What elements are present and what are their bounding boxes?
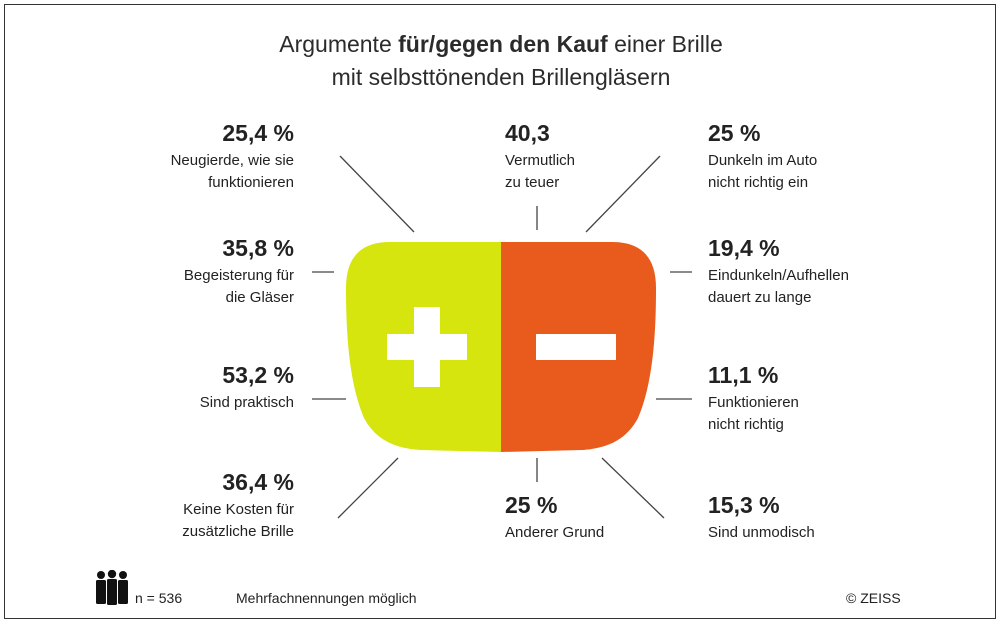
con-stat-top: 40,3 Vermutlich zu teuer: [505, 118, 575, 194]
connector-pro-1: [339, 155, 415, 233]
plus-icon-bar-v: [414, 307, 440, 387]
footnote: Mehrfachnennungen möglich: [236, 590, 417, 606]
title-line-2: mit selbsttönenden Brillengläsern: [331, 64, 671, 90]
con-3-label-line-1: Funktionieren: [708, 394, 799, 411]
connector-pro-4: [337, 457, 399, 519]
pro-3-value: 53,2 %: [222, 362, 294, 388]
pro-3-label-line-1: Sind praktisch: [199, 394, 294, 411]
pro-2-value: 35,8 %: [222, 235, 294, 261]
title-line-1: Argumente für/gegen den Kauf einer Brill…: [0, 28, 1002, 61]
con-1-value: 25 %: [708, 120, 761, 146]
pro-2-label-line-1: Begeisterung für: [183, 267, 294, 284]
con-1-label-line-1: Dunkeln im Auto: [708, 152, 818, 169]
title-part-1: Argumente: [279, 31, 399, 57]
pro-4-label-line-2: zusätzliche Brille: [182, 523, 294, 540]
con-2-label-line-1: Eindunkeln/Aufhellen: [708, 267, 849, 284]
con-stat-bottom: 25 % Anderer Grund: [505, 490, 604, 544]
con-2-value: 19,4 %: [708, 235, 780, 261]
con-4-value: 15,3 %: [708, 492, 780, 518]
con-top-value: 40,3: [505, 120, 550, 146]
pro-2-label-line-2: die Gläser: [225, 289, 294, 306]
con-stat-1: 25 % Dunkeln im Auto nicht richtig ein: [708, 118, 817, 194]
con-3-label-line-2: nicht richtig: [708, 416, 784, 433]
people-icon: [96, 570, 128, 605]
title-part-3: einer Brille: [607, 31, 723, 57]
pro-stat-1: 25,4 % Neugierde, wie sie funktionieren: [171, 118, 294, 194]
chart-title: Argumente für/gegen den Kauf einer Brill…: [0, 28, 1002, 94]
con-1-label-line-2: nicht richtig ein: [708, 174, 809, 191]
copyright: © ZEISS: [846, 590, 901, 606]
con-bottom-label-line-1: Anderer Grund: [505, 524, 605, 541]
con-top-label-line-1: Vermutlich: [505, 152, 576, 169]
minus-icon: [536, 334, 616, 360]
pro-4-label-line-1: Keine Kosten für: [183, 501, 294, 518]
con-stat-2: 19,4 % Eindunkeln/Aufhellen dauert zu la…: [708, 233, 849, 309]
title-part-2: für/gegen den Kauf: [398, 31, 608, 57]
pro-1-value: 25,4 %: [222, 120, 294, 146]
connector-con-4: [601, 457, 665, 519]
connector-con-1: [585, 155, 661, 233]
con-4-label-line-1: Sind unmodisch: [708, 524, 815, 541]
sample-size: n = 536: [135, 590, 183, 606]
pro-4-value: 36,4 %: [222, 469, 294, 495]
con-stat-3: 11,1 % Funktionieren nicht richtig: [708, 360, 799, 436]
con-3-value: 11,1 %: [708, 362, 779, 388]
pro-stat-4: 36,4 % Keine Kosten für zusätzliche Bril…: [182, 467, 294, 543]
pro-1-label-line-1: Neugierde, wie sie: [170, 152, 294, 169]
pro-1-label-line-2: funktionieren: [208, 174, 294, 191]
con-stat-4: 15,3 % Sind unmodisch: [708, 490, 815, 544]
pro-stat-2: 35,8 % Begeisterung für die Gläser: [184, 233, 294, 309]
con-bottom-value: 25 %: [505, 492, 558, 518]
pro-stat-3: 53,2 % Sind praktisch: [200, 360, 294, 414]
con-2-label-line-2: dauert zu lange: [708, 289, 812, 306]
con-top-label-line-2: zu teuer: [505, 174, 560, 191]
